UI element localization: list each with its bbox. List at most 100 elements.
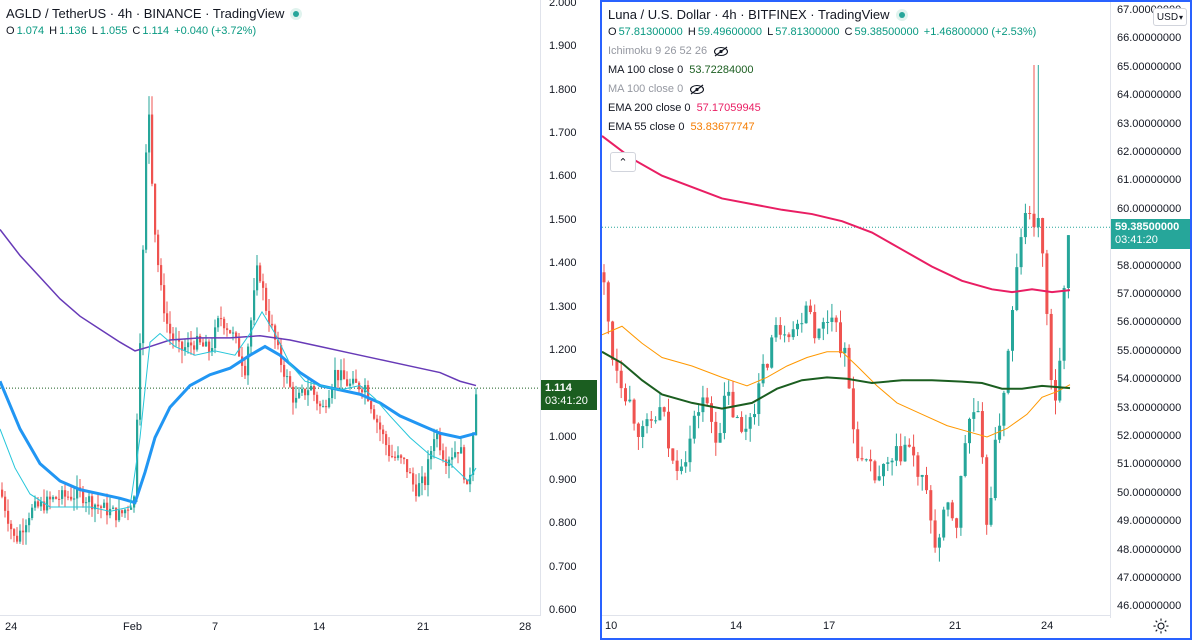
candle-body [662,407,666,412]
left-candlestick-chart[interactable] [0,0,540,616]
candle-body [671,448,675,461]
candle-body [808,305,812,313]
time-tick-label: 14 [730,620,743,632]
candle-body [1011,310,1014,351]
candle-body [364,385,367,393]
candle-body [103,502,106,508]
candle-body [1019,237,1023,268]
right-candlestick-chart[interactable] [602,2,1110,616]
candle-body [980,411,984,458]
candle-body [714,421,718,443]
candle-body [942,509,946,538]
candle-body [76,487,79,499]
right-time-axis[interactable]: 10 14 17 21 24 [602,615,1110,638]
candle-body [94,504,97,510]
ma-purple-line [0,229,477,387]
candle-body [869,459,873,462]
candle-body [735,417,739,419]
right-price-axis[interactable]: 67.00000000 66.00000000 65.00000000 64.0000… [1110,2,1190,618]
candle-body [890,460,894,463]
candle-body [976,411,980,413]
time-tick-label: 28 [519,621,532,633]
price-tick-label: 1.500 [549,213,577,226]
candle-body [55,497,58,499]
price-tick-label: 1.200 [549,343,577,356]
candle-body [851,388,855,430]
candle-body [1032,213,1036,228]
left-symbol-title[interactable]: AGLD / TetherUS · 4h · BINANCE · Trading… [6,6,285,21]
left-time-axis[interactable]: 24 Feb 7 14 21 28 [0,615,540,640]
eye-crossed-icon[interactable] [689,84,705,95]
left-chart-pane[interactable]: AGLD / TetherUS · 4h · BINANCE · Trading… [0,0,597,640]
candle-body [181,341,184,351]
candle-body [658,407,662,421]
candle-body [313,386,316,395]
candle-body [442,450,445,460]
indicator-row[interactable]: MA 100 close 0 [608,83,1038,95]
candle-body [412,473,415,485]
candle-body [877,476,881,481]
candle-body [205,341,208,347]
candle-body [907,444,911,447]
candle-body [903,444,907,462]
price-tick-label: 62.00000000 [1117,146,1182,158]
candle-body [968,418,971,444]
candle-body [1023,212,1027,238]
left-last-price-tag: 1.114 03:41:20 [541,380,597,411]
price-tick-label: 1.000 [549,430,577,443]
candle-body [722,395,726,434]
left-price-axis[interactable]: 2.000 1.900 1.800 1.700 1.600 1.500 1.400 1.300… [540,0,597,616]
price-tick-label: 0.800 [549,517,577,530]
price-tick-label: 49.00000000 [1117,515,1182,528]
collapse-legend-button[interactable]: ⌃ [610,152,636,172]
candle-body [211,347,214,352]
candle-body [82,490,85,504]
time-tick-label: 21 [417,621,430,633]
candle-body [163,285,166,314]
candle-body [929,490,933,521]
currency-select[interactable]: USD ▾ [1153,8,1187,26]
candle-body [791,329,795,338]
candle-body [466,479,469,485]
candle-body [1002,392,1006,426]
time-tick-label: 21 [949,620,962,632]
candle-body [654,420,658,422]
candle-body [989,498,993,525]
eye-crossed-icon[interactable] [713,46,729,57]
candle-body [127,509,130,511]
indicator-row[interactable]: EMA 55 close 0 53.83677747 [608,121,1038,133]
price-tick-label: 63.00000000 [1117,117,1182,130]
candle-body [130,507,133,510]
candle-body [400,455,403,458]
candle-body [454,452,457,458]
time-tick-label: 24 [1041,620,1054,632]
candle-body [376,418,379,423]
candle-body [418,483,421,497]
gear-icon[interactable] [1152,617,1170,635]
candle-body [322,406,325,408]
candle-body [31,507,34,519]
indicator-row[interactable]: Ichimoku 9 26 52 26 [608,45,1038,57]
candle-body [424,476,427,486]
ma-blue-line [0,344,477,505]
candle-body [187,342,190,348]
right-symbol-title[interactable]: Luna / U.S. Dollar · 4h · BITFINEX · Tra… [608,7,890,22]
candle-body [692,415,696,439]
candle-body [415,484,418,497]
candle-body [85,502,88,504]
price-tick-label: 1.600 [549,170,577,183]
indicator-row[interactable]: EMA 200 close 0 57.17059945 [608,102,1038,114]
price-tick-label: 50.00000000 [1117,486,1182,499]
candle-body [641,426,645,437]
right-chart-pane[interactable]: Luna / U.S. Dollar · 4h · BITFINEX · Tra… [600,0,1192,640]
price-tick-label: 65.00000000 [1117,60,1182,73]
candle-body [70,496,73,500]
time-tick-label: 10 [605,620,618,632]
candle-body [445,459,448,466]
candle-body [624,388,627,402]
candle-body [331,387,334,399]
indicator-value: 57.17059945 [696,102,761,114]
candle-body [169,323,172,334]
indicator-row[interactable]: MA 100 close 0 53.72284000 [608,64,1038,76]
candle-body [235,332,238,339]
